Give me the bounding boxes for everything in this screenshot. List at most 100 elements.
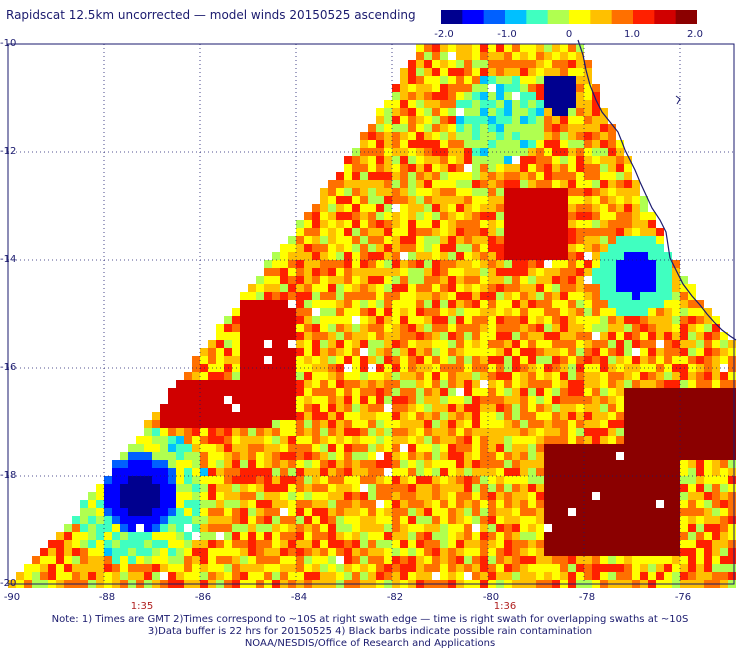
data-cell	[184, 452, 192, 460]
data-cell	[352, 340, 360, 348]
data-cell	[360, 516, 368, 524]
data-cell	[448, 292, 456, 300]
data-cell	[72, 548, 80, 556]
data-cell	[520, 428, 528, 436]
data-cell	[536, 300, 544, 308]
data-cell	[192, 380, 200, 388]
data-cell	[136, 468, 144, 476]
data-cell	[176, 460, 184, 468]
data-cell	[592, 476, 600, 484]
data-cell	[728, 452, 736, 460]
data-cell	[112, 556, 120, 564]
data-cell	[240, 388, 248, 396]
data-cell	[416, 60, 424, 68]
data-cell	[608, 300, 616, 308]
data-cell	[208, 524, 216, 532]
data-cell	[472, 332, 480, 340]
data-cell	[584, 180, 592, 188]
data-cell	[424, 452, 432, 460]
data-cell	[320, 252, 328, 260]
data-cell	[712, 516, 720, 524]
data-cell	[632, 236, 640, 244]
data-cell	[192, 564, 200, 572]
data-cell	[696, 316, 704, 324]
data-cell	[296, 516, 304, 524]
data-cell	[552, 180, 560, 188]
data-cell	[424, 476, 432, 484]
data-cell	[304, 516, 312, 524]
data-cell	[656, 564, 664, 572]
data-cell	[728, 564, 736, 572]
data-cell	[264, 524, 272, 532]
data-cell	[688, 308, 696, 316]
data-cell	[160, 468, 168, 476]
data-cell	[480, 532, 488, 540]
data-cell	[664, 332, 672, 340]
data-cell	[472, 180, 480, 188]
data-cell	[608, 476, 616, 484]
data-cell	[664, 436, 672, 444]
data-cell	[256, 460, 264, 468]
data-cell	[104, 500, 112, 508]
data-cell	[600, 260, 608, 268]
data-cell	[352, 308, 360, 316]
data-cell	[696, 380, 704, 388]
data-cell	[584, 452, 592, 460]
data-cell	[608, 164, 616, 172]
data-cell	[240, 484, 248, 492]
data-cell	[400, 356, 408, 364]
data-cell	[384, 388, 392, 396]
data-cell	[696, 436, 704, 444]
data-cell	[432, 468, 440, 476]
data-cell	[368, 548, 376, 556]
data-cell	[256, 572, 264, 580]
data-cell	[728, 356, 736, 364]
data-cell	[560, 556, 568, 564]
data-cell	[424, 60, 432, 68]
data-cell	[592, 540, 600, 548]
data-cell	[472, 228, 480, 236]
data-cell	[280, 468, 288, 476]
data-cell	[656, 412, 664, 420]
data-cell	[232, 548, 240, 556]
data-cell	[720, 476, 728, 484]
data-cell	[336, 572, 344, 580]
data-cell	[592, 428, 600, 436]
data-cell	[568, 204, 576, 212]
data-cell	[328, 524, 336, 532]
data-cell	[680, 276, 688, 284]
data-cell	[624, 316, 632, 324]
data-cell	[384, 556, 392, 564]
data-cell	[688, 524, 696, 532]
data-cell	[480, 164, 488, 172]
data-cell	[632, 212, 640, 220]
data-cell	[488, 140, 496, 148]
data-cell	[360, 412, 368, 420]
data-cell	[504, 116, 512, 124]
data-cell	[712, 412, 720, 420]
data-cell	[224, 380, 232, 388]
lon-label: -76	[674, 592, 692, 603]
data-cell	[128, 516, 136, 524]
data-cell	[504, 260, 512, 268]
data-cell	[312, 220, 320, 228]
data-cell	[176, 492, 184, 500]
data-cell	[272, 428, 280, 436]
data-cell	[584, 460, 592, 468]
data-cell	[128, 476, 136, 484]
data-cell	[248, 444, 256, 452]
data-cell	[224, 500, 232, 508]
data-cell	[152, 428, 160, 436]
data-cell	[720, 444, 728, 452]
data-cell	[432, 388, 440, 396]
data-cell	[608, 548, 616, 556]
data-cell	[512, 244, 520, 252]
data-cell	[472, 252, 480, 260]
data-cell	[528, 460, 536, 468]
data-cell	[488, 92, 496, 100]
data-cell	[568, 284, 576, 292]
data-cell	[392, 132, 400, 140]
data-cell	[568, 156, 576, 164]
data-cell	[424, 556, 432, 564]
data-cell	[416, 564, 424, 572]
